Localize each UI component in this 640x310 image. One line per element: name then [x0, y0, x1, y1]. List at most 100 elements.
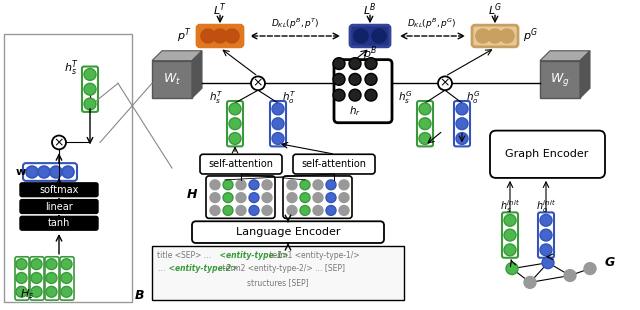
- Circle shape: [249, 180, 259, 190]
- Text: $h_o^T$: $h_o^T$: [282, 89, 296, 105]
- Text: $h_s^T$: $h_s^T$: [65, 59, 79, 78]
- Text: <entity-type-1>: <entity-type-1>: [217, 251, 289, 260]
- Circle shape: [223, 193, 233, 202]
- FancyBboxPatch shape: [472, 25, 518, 47]
- Circle shape: [31, 259, 42, 270]
- Circle shape: [46, 286, 57, 297]
- Circle shape: [504, 215, 516, 226]
- Circle shape: [326, 180, 336, 190]
- Text: $p^B$: $p^B$: [363, 44, 377, 63]
- Circle shape: [339, 180, 349, 190]
- FancyBboxPatch shape: [350, 25, 390, 47]
- Circle shape: [52, 135, 66, 149]
- Circle shape: [26, 166, 38, 178]
- Circle shape: [84, 83, 96, 95]
- Circle shape: [456, 103, 468, 115]
- Circle shape: [540, 215, 552, 226]
- Circle shape: [272, 103, 284, 115]
- Circle shape: [223, 180, 233, 190]
- Bar: [152, 61, 192, 98]
- Circle shape: [349, 89, 361, 101]
- Text: title <SEP> …: title <SEP> …: [157, 251, 211, 260]
- FancyBboxPatch shape: [20, 200, 98, 213]
- Text: $D_{KL}(p^B,p^G)$: $D_{KL}(p^B,p^G)$: [407, 17, 457, 31]
- Polygon shape: [540, 51, 590, 61]
- Text: w: w: [16, 167, 26, 177]
- Circle shape: [210, 180, 220, 190]
- FancyBboxPatch shape: [293, 154, 375, 174]
- Circle shape: [333, 89, 345, 101]
- Circle shape: [419, 103, 431, 115]
- Circle shape: [16, 286, 27, 297]
- Text: $h_o^G$: $h_o^G$: [466, 89, 481, 105]
- Circle shape: [333, 58, 345, 69]
- Circle shape: [524, 277, 536, 288]
- Circle shape: [506, 263, 518, 275]
- FancyBboxPatch shape: [334, 60, 392, 123]
- Text: …: …: [157, 264, 164, 273]
- Text: G: G: [605, 256, 615, 269]
- Circle shape: [504, 244, 516, 256]
- Text: Language Encoder: Language Encoder: [236, 227, 340, 237]
- FancyBboxPatch shape: [20, 216, 98, 230]
- Circle shape: [488, 29, 502, 43]
- Circle shape: [287, 206, 297, 215]
- Text: self-attention: self-attention: [209, 159, 273, 169]
- Circle shape: [61, 272, 72, 283]
- Polygon shape: [192, 51, 202, 98]
- Circle shape: [262, 193, 272, 202]
- Text: $h_r$: $h_r$: [349, 104, 361, 118]
- Circle shape: [251, 76, 265, 90]
- Circle shape: [287, 193, 297, 202]
- Circle shape: [46, 272, 57, 283]
- Text: $W_g$: $W_g$: [550, 71, 570, 88]
- Circle shape: [584, 263, 596, 275]
- Circle shape: [249, 193, 259, 202]
- Circle shape: [326, 193, 336, 202]
- Text: linear: linear: [45, 202, 73, 211]
- Circle shape: [540, 244, 552, 256]
- Circle shape: [476, 29, 490, 43]
- Circle shape: [210, 193, 220, 202]
- Circle shape: [349, 58, 361, 69]
- Text: Graph Encoder: Graph Encoder: [506, 149, 589, 159]
- Circle shape: [504, 229, 516, 241]
- Circle shape: [339, 206, 349, 215]
- Circle shape: [542, 257, 554, 268]
- Text: self-attention: self-attention: [301, 159, 367, 169]
- Circle shape: [272, 133, 284, 144]
- Circle shape: [349, 73, 361, 85]
- Text: $D_{KL}(p^B,p^T)$: $D_{KL}(p^B,p^T)$: [271, 17, 319, 31]
- Text: $p^G$: $p^G$: [523, 27, 538, 45]
- Circle shape: [61, 286, 72, 297]
- Circle shape: [38, 166, 50, 178]
- Circle shape: [249, 206, 259, 215]
- Text: $p^T$: $p^T$: [177, 27, 192, 45]
- Circle shape: [313, 180, 323, 190]
- FancyBboxPatch shape: [197, 25, 243, 47]
- FancyBboxPatch shape: [20, 183, 98, 197]
- Circle shape: [456, 133, 468, 144]
- Bar: [4, 34, 132, 302]
- Circle shape: [262, 206, 272, 215]
- Circle shape: [372, 29, 386, 43]
- Text: term2 <entity-type-2/> … [SEP]: term2 <entity-type-2/> … [SEP]: [220, 264, 345, 273]
- FancyBboxPatch shape: [490, 131, 605, 178]
- Text: ×: ×: [440, 77, 451, 90]
- Polygon shape: [152, 51, 202, 61]
- Circle shape: [300, 193, 310, 202]
- Text: <entity-type-2>: <entity-type-2>: [166, 264, 237, 273]
- Circle shape: [62, 166, 74, 178]
- FancyBboxPatch shape: [23, 163, 77, 181]
- Circle shape: [31, 286, 42, 297]
- Circle shape: [229, 103, 241, 115]
- Text: $L^G$: $L^G$: [488, 1, 502, 18]
- Circle shape: [339, 193, 349, 202]
- Text: $h_o^{init}$: $h_o^{init}$: [536, 198, 556, 215]
- Circle shape: [262, 180, 272, 190]
- Text: term1 <entity-type-1/>: term1 <entity-type-1/>: [267, 251, 360, 260]
- Circle shape: [365, 89, 377, 101]
- Circle shape: [365, 73, 377, 85]
- Circle shape: [313, 206, 323, 215]
- Text: $L^T$: $L^T$: [213, 1, 227, 18]
